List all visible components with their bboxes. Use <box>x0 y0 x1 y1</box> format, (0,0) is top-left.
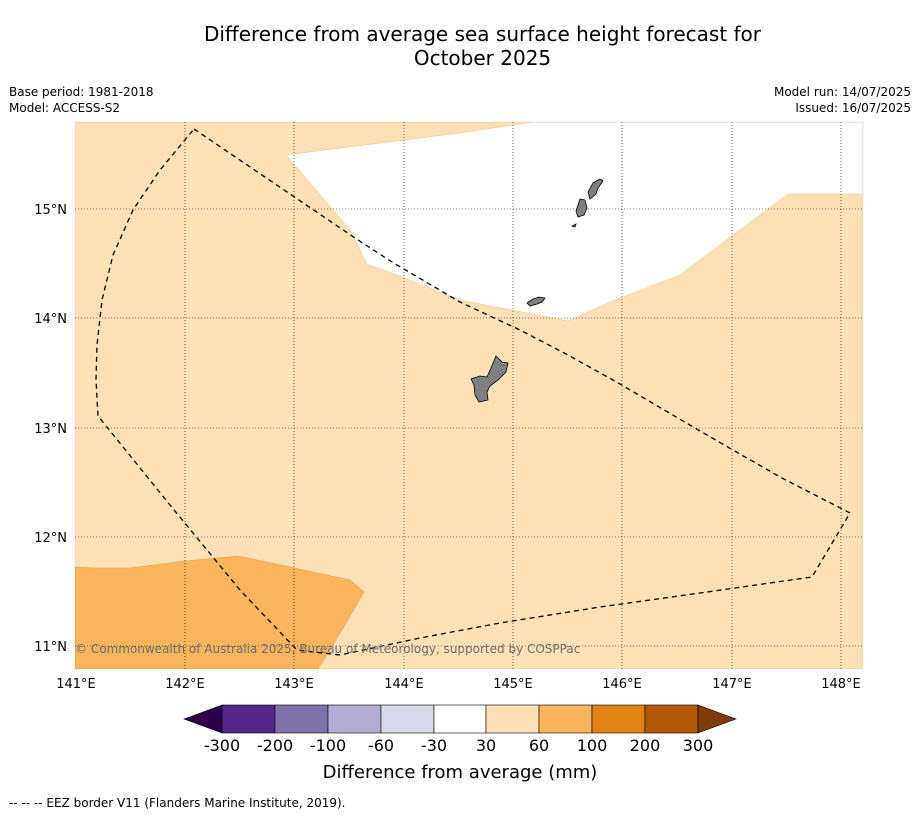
lon-label: 148°E <box>821 677 861 692</box>
longitude-tick-labels: 141°E 142°E 143°E 144°E 145°E 146°E 147°… <box>56 677 861 692</box>
issued-text: Issued: 16/07/2025 <box>795 101 911 115</box>
colorbar-band <box>327 704 382 734</box>
metadata-left: Base period: 1981-2018 Model: ACCESS-S2 <box>9 84 154 116</box>
model-text: Model: ACCESS-S2 <box>9 101 121 115</box>
eez-border <box>95 128 851 656</box>
colorbar-band <box>644 704 699 734</box>
lat-label: 13°N <box>34 422 67 437</box>
rota-island <box>526 296 546 307</box>
lon-label: 147°E <box>712 677 752 692</box>
colorbar-label: 300 <box>683 736 714 755</box>
colorbar-label: -200 <box>257 736 293 755</box>
colorbar-tick-labels: -300 -200 -100 -60 -30 30 60 100 200 300 <box>204 736 713 755</box>
colorbar-band <box>274 704 329 734</box>
map-plot-area: © Commonwealth of Australia 2025, Bureau… <box>75 122 863 669</box>
colorbar-label: 100 <box>577 736 608 755</box>
chart-title: Difference from average sea surface heig… <box>0 22 919 70</box>
colorbar-label: -300 <box>204 736 240 755</box>
lat-label: 15°N <box>34 203 67 218</box>
metadata-right: Model run: 14/07/2025 Issued: 16/07/2025 <box>774 84 911 116</box>
colorbar-extend-high <box>697 704 737 734</box>
colorbar-label: -60 <box>368 736 394 755</box>
latitude-tick-labels: 15°N 14°N 13°N 12°N 11°N <box>34 203 67 655</box>
colorbar-label: 30 <box>476 736 496 755</box>
colorbar-band <box>485 704 540 734</box>
title-line-1: Difference from average sea surface heig… <box>203 22 762 46</box>
lon-label: 143°E <box>274 677 314 692</box>
lon-label: 145°E <box>493 677 533 692</box>
map-frame <box>74 121 864 670</box>
colorbar-title: Difference from average (mm) <box>323 762 598 783</box>
colorbar-band <box>591 704 646 734</box>
latitude-gridlines <box>75 208 863 647</box>
sea-height-band-60-100 <box>75 555 365 669</box>
colorbar-band <box>380 704 435 734</box>
copyright-text: © Commonwealth of Australia 2025, Bureau… <box>75 642 580 656</box>
base-period-text: Base period: 1981-2018 <box>9 85 154 99</box>
colorbar-band <box>433 704 487 734</box>
guam-island <box>470 355 509 403</box>
colorbar-label: -100 <box>310 736 346 755</box>
lon-label: 144°E <box>384 677 424 692</box>
lon-label: 141°E <box>56 677 96 692</box>
colorbar-label: -30 <box>421 736 447 755</box>
colorbar-extend-low <box>183 704 223 734</box>
lat-label: 11°N <box>34 640 67 655</box>
lon-label: 142°E <box>165 677 205 692</box>
colorbar-band <box>538 704 593 734</box>
model-run-text: Model run: 14/07/2025 <box>773 85 911 99</box>
colorbar-label: 60 <box>529 736 549 755</box>
colorbar-label: 200 <box>630 736 661 755</box>
eez-footnote: -- -- -- EEZ border V11 (Flanders Marine… <box>9 796 346 810</box>
lat-label: 14°N <box>34 312 67 327</box>
land-islands <box>470 178 604 403</box>
lat-label: 12°N <box>34 531 67 546</box>
longitude-gridlines <box>184 122 842 669</box>
colorbar <box>183 704 737 734</box>
title-line-2: October 2025 <box>413 46 552 70</box>
aguijan-islet <box>570 223 577 228</box>
saipan-island <box>587 178 604 200</box>
tinian-island <box>575 198 588 218</box>
colorbar-band <box>221 704 276 734</box>
lon-label: 146°E <box>602 677 642 692</box>
sea-height-band-neg30-30 <box>285 122 863 322</box>
